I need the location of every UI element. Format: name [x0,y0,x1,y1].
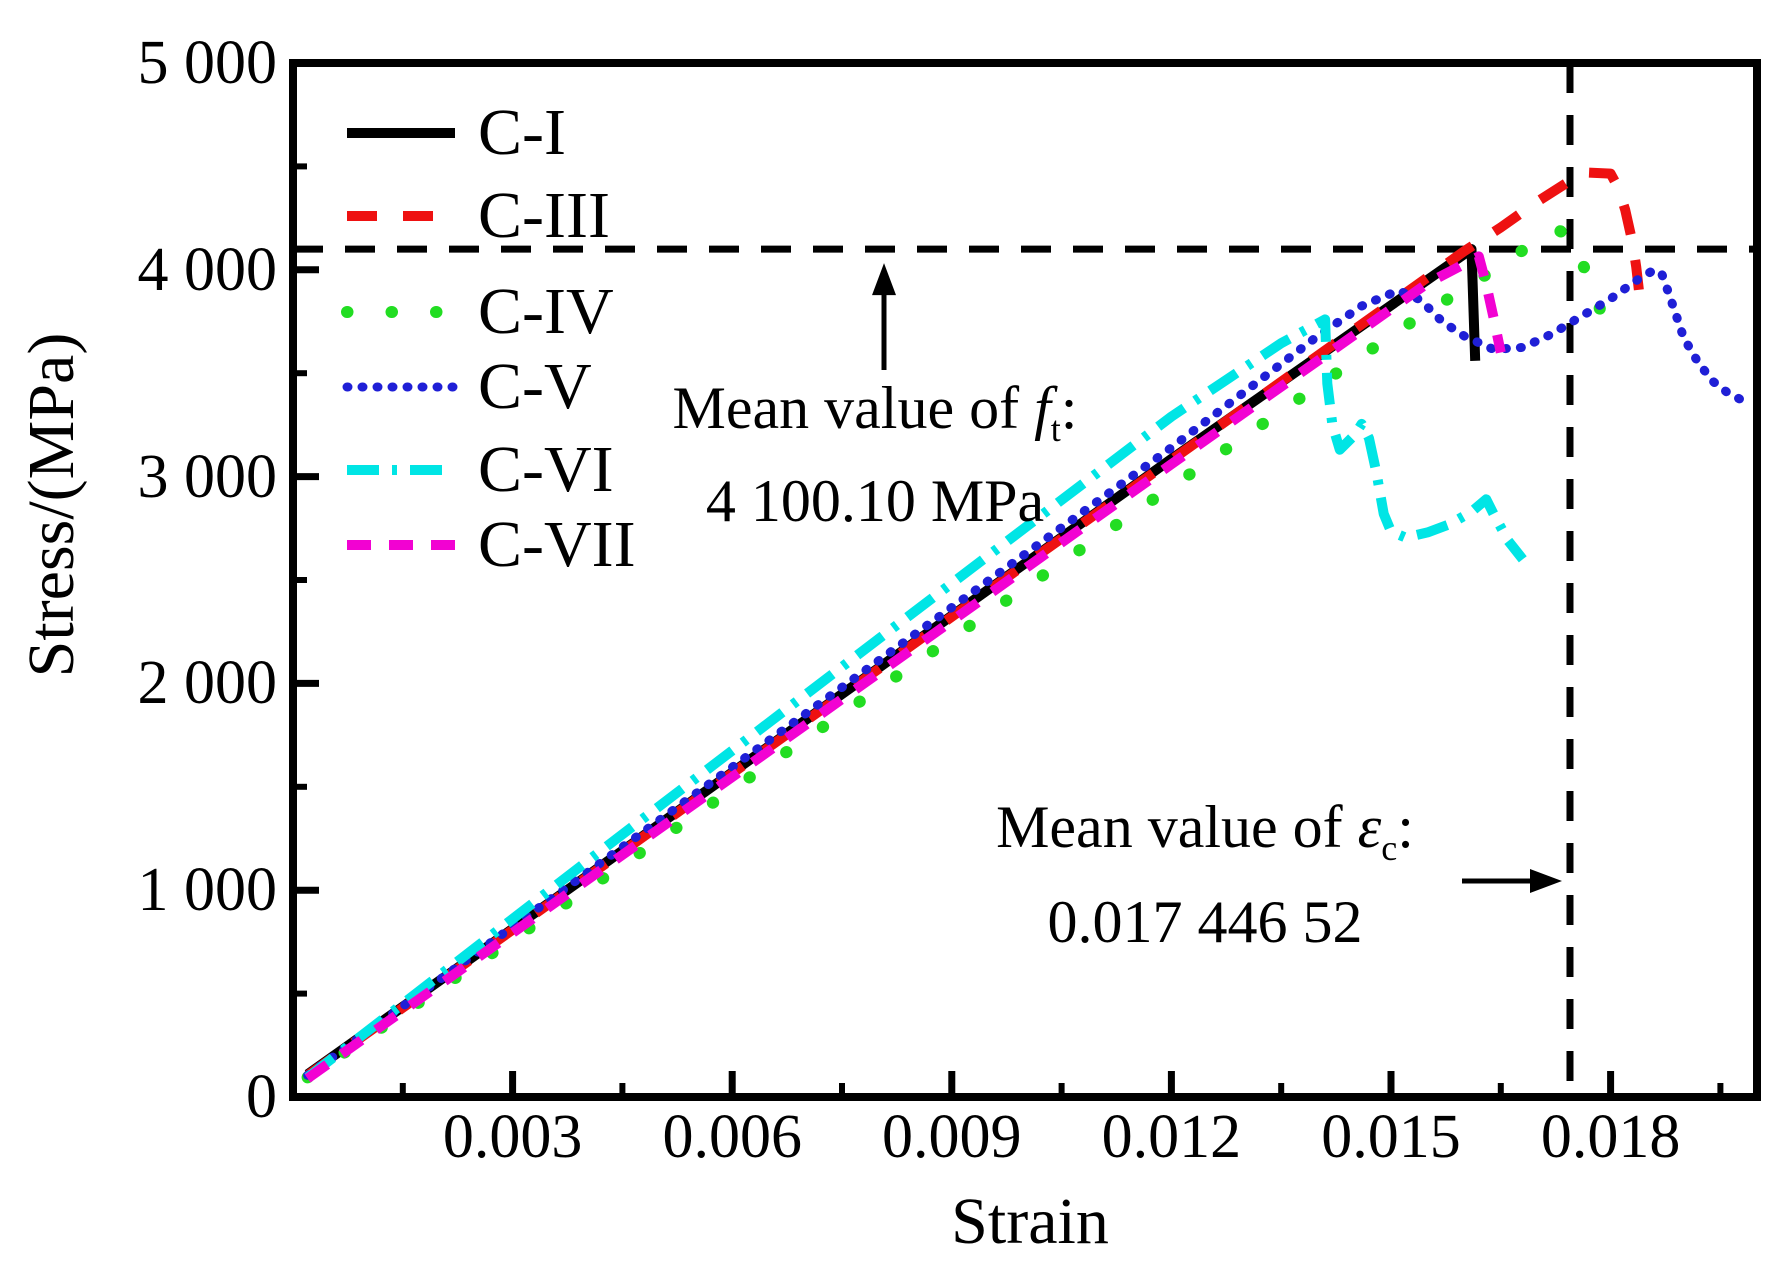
x-tick-label: 0.003 [442,1103,583,1171]
x-tick-label: 0.018 [1540,1103,1681,1171]
y-tick-label: 2 000 [137,649,278,718]
x-tick-label: 0.006 [662,1103,802,1171]
ft-symbol: f [1034,375,1051,441]
ec-subscript: c [1381,828,1398,868]
ft-annotation-value: 4 100.10 MPa [705,468,1045,534]
ec-annotation: Mean value of εc: 0.017 446 52 [996,790,1414,959]
x-tick-label: 0.012 [1101,1103,1242,1171]
legend-label-C-III: C-III [478,179,610,252]
series-C-III-curve [304,167,1645,1080]
legend-label-C-VI: C-VI [478,433,614,506]
plot-frame [289,59,1761,1101]
y-tick-label: 1 000 [137,856,278,925]
series-C-V-curve [303,265,1755,1080]
y-tick-label: 0 [246,1063,277,1131]
ec-symbol: ε [1357,794,1382,860]
series-C-IV-curve [301,224,1610,1084]
x-tick-label: 0.015 [1321,1103,1461,1171]
y-tick-label: 4 000 [137,235,278,304]
series-C-VII-curve [304,251,1506,1083]
legend-label-C-V: C-V [478,350,592,423]
legend-label-C-IV: C-IV [478,275,614,348]
ft-subscript: t [1050,409,1061,449]
ec-annotation-post: : [1397,794,1414,860]
ec-arrow-head [1529,869,1562,893]
legend-label-C-VII: C-VII [478,508,636,581]
ft-annotation-post: : [1060,375,1078,441]
ft-annotation-pre: Mean value of [672,375,1035,441]
ft-arrow-head [872,263,896,296]
y-tick-label: 3 000 [137,442,278,511]
x-tick-label: 0.009 [882,1103,1022,1171]
y-tick-label: 5 000 [137,29,278,97]
ft-annotation-text: Mean value of ft: [673,372,1078,465]
legend-label-C-I: C-I [478,96,566,169]
ft-annotation: Mean value of ft: 4 100.10 MPa [673,372,1078,537]
ec-annotation-pre: Mean value of [996,794,1358,860]
ec-annotation-text: Mean value of εc: [996,790,1414,885]
x-axis-title: Strain [951,1185,1109,1258]
ec-annotation-value: 0.017 446 52 [1047,889,1363,955]
y-axis-title: Stress/(MPa) [15,332,88,678]
series-C-VI-curve [304,314,1527,1082]
